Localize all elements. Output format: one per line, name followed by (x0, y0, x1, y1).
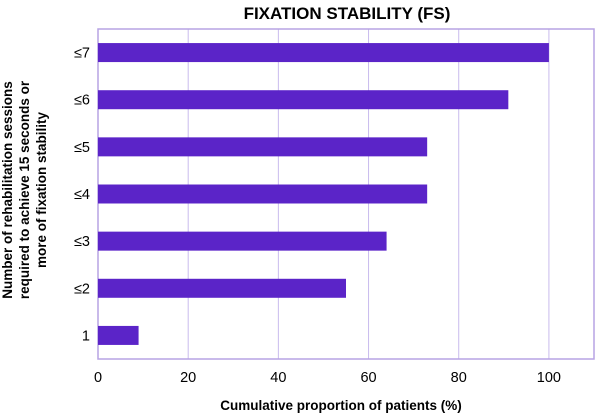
bar-4 (98, 231, 387, 251)
y-tick-label: ≤5 (74, 140, 90, 156)
y-tick-label: ≤6 (74, 93, 90, 109)
x-tick-label: 40 (270, 370, 286, 386)
x-axis-label: Cumulative proportion of patients (%) (220, 398, 462, 413)
y-axis-label-line-3: more of fixation stability (34, 112, 49, 269)
bar-2 (98, 137, 428, 157)
y-axis-label: Number of rehabilitation sessions requir… (0, 80, 49, 299)
x-tick-label: 60 (360, 370, 376, 386)
y-tick-label: ≤4 (74, 187, 90, 203)
x-tick-label: 20 (180, 370, 196, 386)
x-tick-label: 100 (537, 370, 561, 386)
y-tick-labels: ≤7 ≤6 ≤5 ≤4 ≤3 ≤2 1 (74, 46, 90, 345)
y-axis-label-line-2: required to achieve 15 seconds or (17, 80, 32, 299)
x-tick-label: 0 (94, 370, 102, 386)
y-tick-label: ≤2 (74, 281, 90, 297)
bars (98, 43, 549, 345)
x-tick-labels: 0 20 40 60 80 100 (94, 370, 561, 386)
y-axis-label-line-1: Number of rehabilitation sessions (0, 81, 15, 299)
bar-6 (98, 325, 139, 345)
y-tick-label: ≤3 (74, 234, 90, 250)
x-tick-label: 80 (451, 370, 467, 386)
y-tick-label: 1 (82, 328, 90, 344)
bar-0 (98, 43, 549, 63)
chart-title: FIXATION STABILITY (FS) (244, 4, 451, 23)
bar-1 (98, 90, 509, 110)
y-tick-label: ≤7 (74, 46, 90, 62)
bar-3 (98, 184, 428, 204)
bar-5 (98, 278, 346, 298)
